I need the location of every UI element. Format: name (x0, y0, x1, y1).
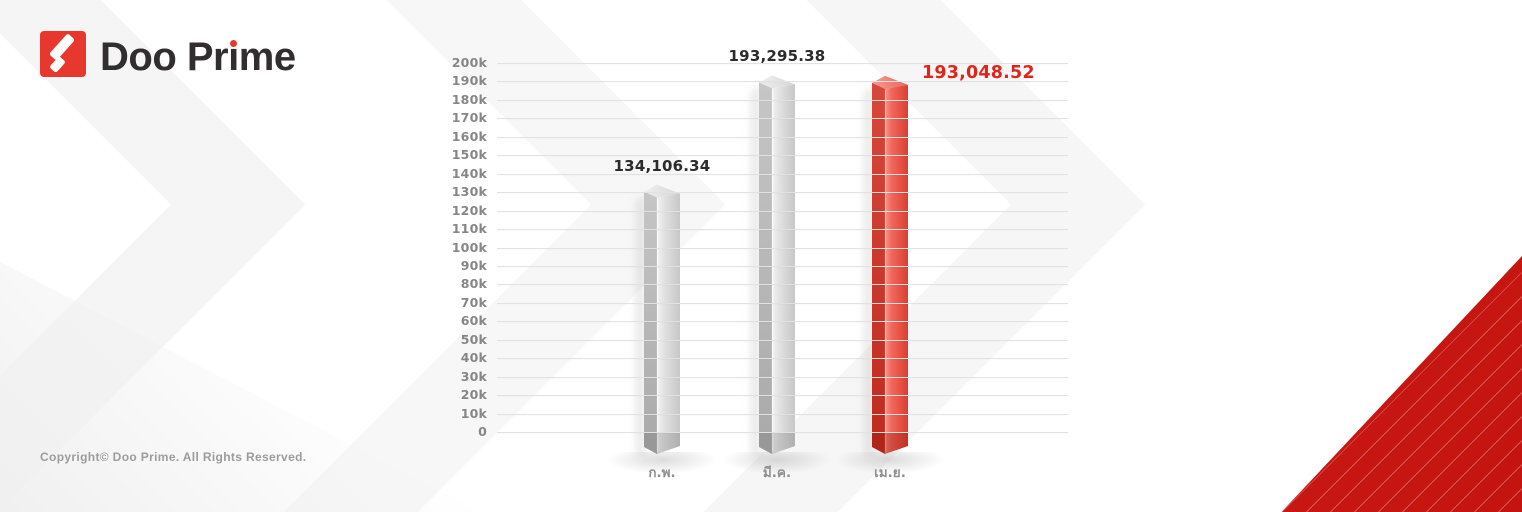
bar-face (772, 84, 795, 454)
doo-prime-logo[interactable]: Doo Prı me (40, 31, 296, 82)
y-axis-tick-label: 80k (460, 276, 487, 292)
y-axis-tick-label: 30k (460, 368, 487, 384)
bar-reflection (607, 452, 717, 474)
gridline (497, 81, 1068, 83)
gridline (497, 192, 1068, 194)
gridline (497, 284, 1068, 286)
y-axis-tick-label: 40k (460, 350, 487, 366)
gridline (497, 413, 1068, 415)
y-axis-tick-label: 140k (451, 165, 487, 181)
logo-i-dot (230, 39, 238, 47)
bar-face (635, 194, 646, 459)
bar-face (657, 193, 680, 455)
gridline (497, 302, 1068, 304)
gridline (497, 395, 1068, 397)
gridline (497, 358, 1068, 360)
bar-face (644, 191, 657, 455)
logo-wordmark: Doo Prı me (100, 34, 296, 79)
gridline (497, 247, 1068, 249)
x-axis-label: เม.ย. (874, 465, 906, 481)
doo-prime-logo-mark-icon (40, 31, 86, 82)
bar-value-label: 193,048.52 (922, 62, 1035, 83)
bar-face (863, 85, 874, 459)
y-axis-tick-label: 180k (451, 91, 487, 107)
y-axis-tick-label: 110k (451, 221, 487, 237)
y-axis-tick-label: 160k (451, 128, 487, 144)
gridline (497, 321, 1068, 323)
bar-face (644, 433, 680, 454)
gridline (497, 210, 1068, 212)
bar-face (759, 82, 772, 454)
copyright-text: Copyright© Doo Prime. All Rights Reserve… (40, 450, 307, 464)
gridline (497, 99, 1068, 101)
bar-face (872, 82, 885, 455)
y-axis-tick-label: 190k (451, 73, 487, 89)
gridline (497, 376, 1068, 378)
y-axis-tick-label: 100k (451, 239, 487, 255)
x-axis-label: มี.ค. (762, 465, 792, 481)
y-axis-tick-label: 50k (460, 331, 487, 347)
y-axis-tick-label: 90k (460, 257, 487, 273)
x-axis-label: ก.พ. (648, 465, 676, 481)
y-axis-tick-label: 120k (451, 202, 487, 218)
y-axis-tick-label: 0 (478, 424, 487, 439)
bar-value-label: 134,106.34 (613, 156, 711, 175)
gridline (497, 118, 1068, 120)
gridline (497, 173, 1068, 175)
y-axis-tick-label: 170k (451, 110, 487, 126)
bar-face (750, 85, 761, 458)
gridline (497, 265, 1068, 267)
y-axis-tick-label: 200k (451, 55, 487, 70)
bar-face (872, 433, 908, 454)
bar-face (885, 84, 908, 455)
bar-face (759, 433, 795, 454)
gridline (497, 339, 1068, 341)
y-axis-tick-label: 150k (451, 147, 487, 163)
y-axis-tick-label: 70k (460, 294, 487, 310)
bar-face (644, 184, 680, 198)
bar-reflection (722, 452, 832, 474)
bar-reflection (835, 452, 945, 474)
gridline (497, 136, 1068, 138)
gridline (497, 155, 1068, 157)
gridline (497, 63, 1068, 64)
gridline (497, 229, 1068, 231)
gridline (497, 432, 1068, 433)
y-axis-tick-label: 20k (460, 387, 487, 403)
y-axis-tick-label: 130k (451, 184, 487, 200)
bar-value-label: 193,295.38 (728, 47, 826, 66)
y-axis-tick-label: 10k (460, 405, 487, 421)
y-axis-tick-label: 60k (460, 313, 487, 329)
